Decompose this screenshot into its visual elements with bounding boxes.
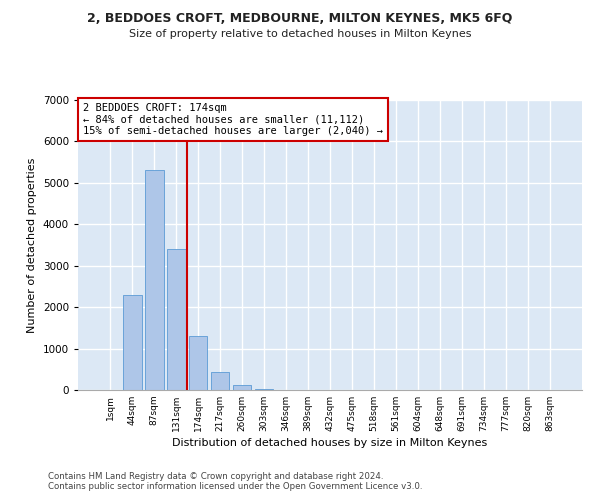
Text: Contains HM Land Registry data © Crown copyright and database right 2024.: Contains HM Land Registry data © Crown c… [48,472,383,481]
Bar [233,384,251,390]
Bar [255,389,274,390]
Text: 2 BEDDOES CROFT: 174sqm
← 84% of detached houses are smaller (11,112)
15% of sem: 2 BEDDOES CROFT: 174sqm ← 84% of detache… [83,103,383,136]
Text: Distribution of detached houses by size in Milton Keynes: Distribution of detached houses by size … [172,438,488,448]
Text: Size of property relative to detached houses in Milton Keynes: Size of property relative to detached ho… [129,29,471,39]
Text: Contains public sector information licensed under the Open Government Licence v3: Contains public sector information licen… [48,482,422,491]
Y-axis label: Number of detached properties: Number of detached properties [27,158,37,332]
Text: 2, BEDDOES CROFT, MEDBOURNE, MILTON KEYNES, MK5 6FQ: 2, BEDDOES CROFT, MEDBOURNE, MILTON KEYN… [88,12,512,26]
Bar [211,372,229,390]
Bar [145,170,164,390]
Bar [123,294,142,390]
Bar [167,249,185,390]
Bar [189,336,208,390]
